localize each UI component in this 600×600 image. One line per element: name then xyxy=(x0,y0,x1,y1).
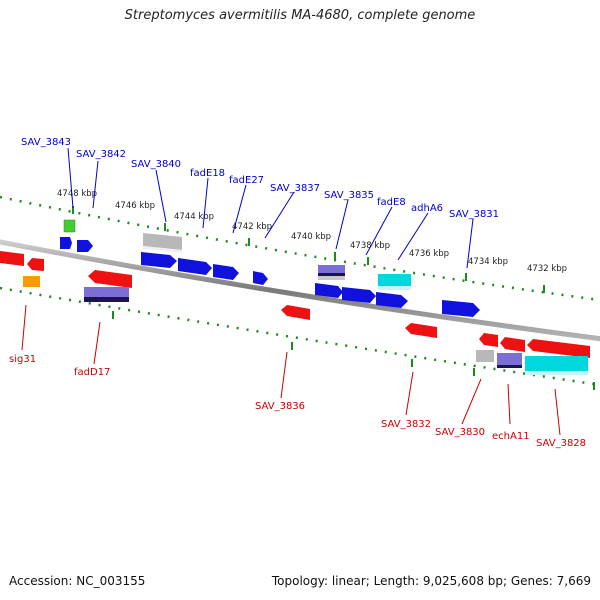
gene-blue[interactable] xyxy=(178,258,212,275)
ruler-coordinate: 4738 kbp xyxy=(350,241,390,251)
gene-slate-shadow xyxy=(84,297,129,302)
gene-slate[interactable] xyxy=(497,353,522,365)
reverse-leader-lines xyxy=(21,304,561,436)
genome-backbone xyxy=(0,239,600,342)
gene-blue[interactable] xyxy=(77,240,93,252)
gene-label-forward[interactable]: SAV_3843 xyxy=(21,137,71,148)
gene-label-reverse[interactable]: sig31 xyxy=(9,354,36,365)
gene-cyan[interactable] xyxy=(525,356,588,371)
gene-cyan-light xyxy=(378,286,411,290)
gene-red[interactable] xyxy=(405,323,437,338)
ruler-coordinate: 4736 kbp xyxy=(409,249,449,259)
accession-text: Accession: NC_003155 xyxy=(9,574,146,588)
genome-title: Streptomyces avermitilis MA-4680, comple… xyxy=(124,8,476,23)
gene-label-forward[interactable]: SAV_3840 xyxy=(131,159,181,170)
gene-slate-shadow xyxy=(318,273,345,276)
gene-label-forward[interactable]: fadE18 xyxy=(190,168,225,179)
gene-label-reverse[interactable]: SAV_3836 xyxy=(255,401,305,412)
gene-gray[interactable] xyxy=(143,233,182,250)
gene-red[interactable] xyxy=(281,305,310,320)
gene-red[interactable] xyxy=(0,251,24,266)
ruler-coordinate: 4734 kbp xyxy=(468,257,508,267)
gene-blue[interactable] xyxy=(376,292,408,308)
gene-blue[interactable] xyxy=(342,287,376,303)
gene-red[interactable] xyxy=(527,339,590,358)
forward-leader-lines xyxy=(67,147,474,269)
gene-label-reverse[interactable]: echA11 xyxy=(492,431,530,442)
genome-summary-text: Topology: linear; Length: 9,025,608 bp; … xyxy=(271,574,591,588)
gene-blue[interactable] xyxy=(442,300,480,317)
gene-slate-light xyxy=(318,276,345,280)
gene-blue[interactable] xyxy=(315,283,343,298)
forward-genes xyxy=(60,219,480,317)
gene-blue[interactable] xyxy=(253,271,268,285)
gene-label-forward[interactable]: adhA6 xyxy=(411,203,443,214)
gene-gray-shadow xyxy=(143,246,182,253)
gene-blue[interactable] xyxy=(60,237,72,249)
gene-cyan[interactable] xyxy=(378,274,411,286)
reverse-genes xyxy=(0,251,590,375)
lower-ruler-ticks xyxy=(112,311,595,390)
gene-gray[interactable] xyxy=(476,350,494,362)
gene-red[interactable] xyxy=(88,270,132,288)
ruler-coordinate: 4742 kbp xyxy=(232,222,272,232)
gene-blue[interactable] xyxy=(213,264,239,280)
gene-red[interactable] xyxy=(500,337,525,352)
ruler-coordinate: 4748 kbp xyxy=(57,189,97,199)
gene-slate[interactable] xyxy=(318,265,345,273)
ruler-coordinate: 4732 kbp xyxy=(527,264,567,274)
gene-label-reverse[interactable]: SAV_3832 xyxy=(381,419,431,430)
gene-red[interactable] xyxy=(27,258,44,271)
gene-blue[interactable] xyxy=(141,252,177,268)
gene-label-forward[interactable]: fadE8 xyxy=(377,197,406,208)
gene-label-forward[interactable]: SAV_3835 xyxy=(324,190,374,201)
gene-slate[interactable] xyxy=(84,287,129,297)
gene-cyan-light xyxy=(525,371,588,375)
gene-label-forward[interactable]: SAV_3842 xyxy=(76,149,126,160)
gene-red[interactable] xyxy=(479,333,498,347)
ruler-coordinate: 4746 kbp xyxy=(115,201,155,211)
gene-green[interactable] xyxy=(63,219,76,233)
upper-ruler-ticks xyxy=(72,206,545,293)
gene-label-forward[interactable]: fadE27 xyxy=(229,175,264,186)
gene-label-reverse[interactable]: fadD17 xyxy=(74,367,110,378)
gene-orange[interactable] xyxy=(23,276,40,287)
gene-label-reverse[interactable]: SAV_3828 xyxy=(536,438,586,449)
gene-slate-shadow xyxy=(497,365,522,368)
ruler-coordinate: 4740 kbp xyxy=(291,232,331,242)
gene-label-forward[interactable]: SAV_3837 xyxy=(270,183,320,194)
gene-label-reverse[interactable]: SAV_3830 xyxy=(435,427,485,438)
gene-label-forward[interactable]: SAV_3831 xyxy=(449,209,499,220)
ruler-coordinate: 4744 kbp xyxy=(174,212,214,222)
